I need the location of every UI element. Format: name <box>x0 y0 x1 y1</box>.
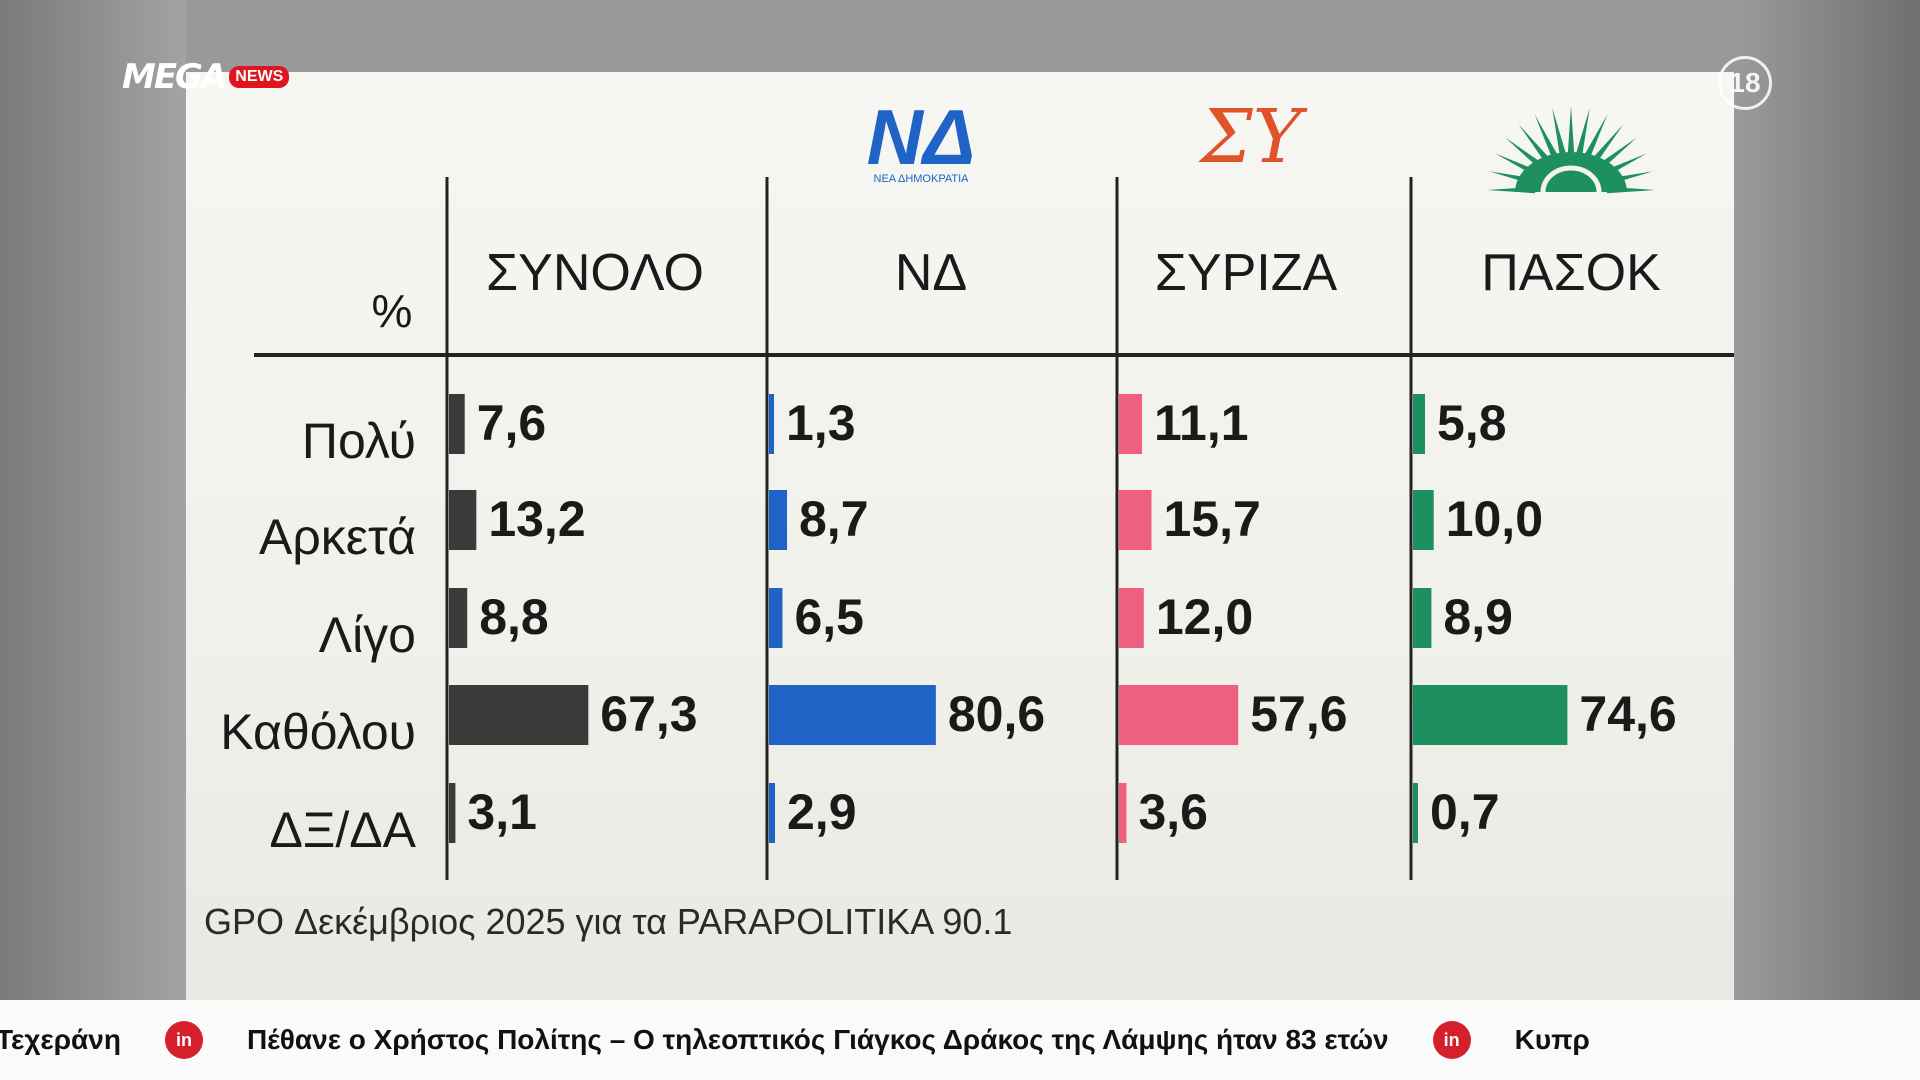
column-header-synolo: ΣΥΝΟΛΟ <box>486 244 704 302</box>
sun-ray <box>1534 114 1559 160</box>
value-label: 80,6 <box>948 686 1045 742</box>
sun-ray <box>1590 124 1624 164</box>
value-label: 7,6 <box>477 395 547 451</box>
row-label-ligo: Λίγο <box>319 607 416 663</box>
bar-3-2 <box>1119 490 1152 550</box>
bar-1-1 <box>449 394 465 454</box>
value-label: 13,2 <box>488 491 585 547</box>
value-label: 15,7 <box>1163 491 1260 547</box>
in-logo-icon: in <box>1432 1021 1471 1059</box>
sun-ray <box>1583 114 1608 160</box>
value-label: 57,6 <box>1250 686 1347 742</box>
column-header-nd: ΝΔ <box>895 244 967 302</box>
bar-3-3 <box>1119 588 1144 648</box>
bar-4-3 <box>1413 588 1432 648</box>
bar-2-5 <box>769 783 776 843</box>
news-ticker: Τεχεράνη in Πέθανε ο Χρήστος Πολίτης – Ο… <box>0 1000 1920 1080</box>
sun-inner-arc <box>1540 165 1602 193</box>
ticker-item: Τεχεράνη <box>0 1024 121 1055</box>
nd-logo-mark: ΝΔ <box>867 93 976 181</box>
value-label: 67,3 <box>600 686 697 742</box>
bar-4-1 <box>1413 394 1426 454</box>
blurred-background-right <box>1734 0 1920 1000</box>
sun-ray <box>1518 124 1552 164</box>
bar-4-4 <box>1413 685 1568 745</box>
value-label: 1,3 <box>786 395 856 451</box>
news-badge: NEWS <box>229 66 290 88</box>
channel-name: MEGA <box>122 57 227 97</box>
bar-3-5 <box>1119 783 1127 843</box>
bar-1-5 <box>449 783 456 843</box>
bar-2-4 <box>769 685 936 745</box>
nd-logo-caption: ΝΕΑ ΔΗΜΟΚΡΑΤΙΑ <box>874 173 970 185</box>
blurred-background-top <box>186 0 1734 72</box>
value-label: 8,9 <box>1443 589 1513 645</box>
age-rating-badge: 18 <box>1718 56 1772 110</box>
ticker-mask <box>1745 1000 1920 1080</box>
ticker-item: Κυπρ <box>1514 1024 1590 1055</box>
pasok-sun-icon <box>1487 106 1655 194</box>
sun-ray <box>1575 108 1590 156</box>
source-note: GPO Δεκέμβριος 2025 για τα PARAPOLITIKA … <box>204 901 1012 942</box>
value-label: 74,6 <box>1579 686 1676 742</box>
value-label: 2,9 <box>787 784 857 840</box>
channel-logo: MEGA NEWS <box>122 57 290 97</box>
column-header-syriza: ΣΥΡΙΖΑ <box>1155 244 1338 302</box>
poll-newspaper-clipping: ΝΔ ΝΕΑ ΔΗΜΟΚΡΑΤΙΑ ΣΥ % ΣΥΝΟΛΟ ΝΔ ΣΥΡΙΖΑ … <box>186 72 1734 1000</box>
bar-4-5 <box>1413 783 1418 843</box>
unit-label: % <box>372 285 413 337</box>
bar-2-3 <box>769 588 783 648</box>
bar-1-2 <box>449 490 477 550</box>
value-label: 3,1 <box>467 784 537 840</box>
blurred-background-left <box>0 0 186 1000</box>
bar-3-4 <box>1119 685 1239 745</box>
value-label: 10,0 <box>1446 491 1543 547</box>
ticker-item: Πέθανε ο Χρήστος Πολίτης – Ο τηλεοπτικός… <box>246 1024 1389 1055</box>
column-header-pasok: ΠΑΣΟΚ <box>1481 244 1661 302</box>
syriza-logo-icon: ΣΥ <box>1197 94 1307 180</box>
sun-ray <box>1567 106 1575 155</box>
ticker-track: Τεχεράνη in Πέθανε ο Χρήστος Πολίτης – Ο… <box>0 1000 1745 1080</box>
sun-ray <box>1552 108 1567 156</box>
in-logo-icon: in <box>164 1021 203 1059</box>
value-label: 6,5 <box>794 589 864 645</box>
bar-2-1 <box>769 394 774 454</box>
row-label-arketa: Αρκετά <box>259 509 416 565</box>
value-label: 3,6 <box>1138 784 1208 840</box>
bar-4-2 <box>1413 490 1434 550</box>
poll-bar-chart: ΝΔ ΝΕΑ ΔΗΜΟΚΡΑΤΙΑ ΣΥ % ΣΥΝΟΛΟ ΝΔ ΣΥΡΙΖΑ … <box>204 93 1734 942</box>
bar-1-4 <box>449 685 589 745</box>
nd-logo-icon: ΝΔ ΝΕΑ ΔΗΜΟΚΡΑΤΙΑ <box>867 93 976 185</box>
row-label-poly: Πολύ <box>302 413 416 469</box>
value-label: 11,1 <box>1154 395 1249 451</box>
row-label-katholou: Καθόλου <box>220 704 416 760</box>
bar-3-1 <box>1119 394 1142 454</box>
bar-2-2 <box>769 490 788 550</box>
value-label: 0,7 <box>1430 784 1500 840</box>
value-label: 12,0 <box>1156 589 1253 645</box>
row-label-dxda: ΔΞ/ΔΑ <box>269 802 416 858</box>
value-label: 8,7 <box>799 491 869 547</box>
bar-1-3 <box>449 588 468 648</box>
value-label: 8,8 <box>479 589 549 645</box>
value-label: 5,8 <box>1437 395 1507 451</box>
